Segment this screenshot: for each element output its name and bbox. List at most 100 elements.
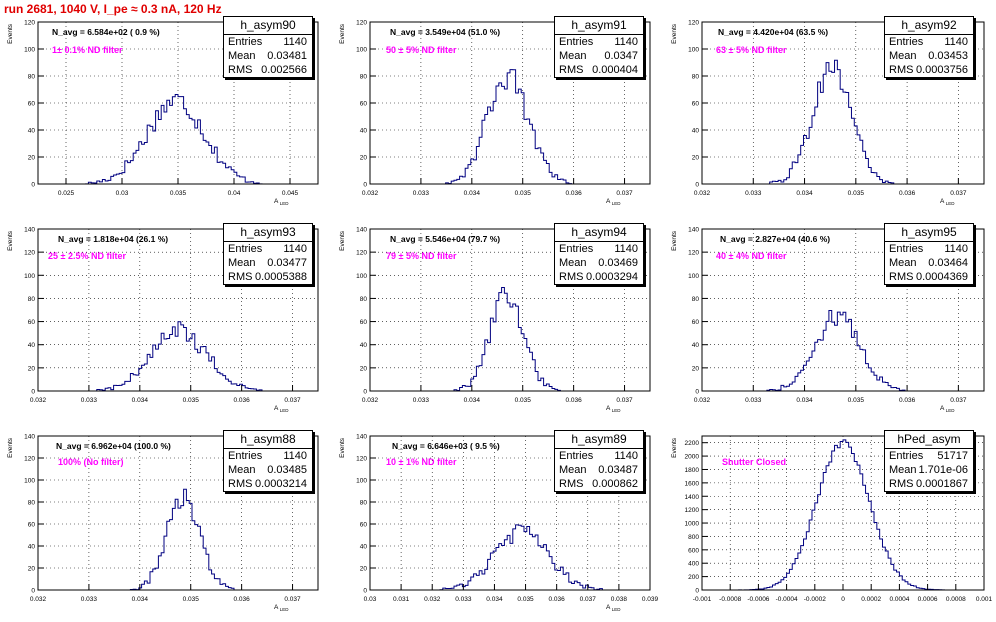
mean-label: Mean <box>559 464 587 476</box>
filter-label: 50 ± 5% ND filter <box>386 45 457 55</box>
hist-panel-h_asym94: 0.032 0.033 0.034 0.035 0.036 0.037 0 20 40 60 80 1… <box>332 223 662 423</box>
y-tick-label: 40 <box>360 544 368 551</box>
stats-box: h_asym92 Entries 1140 Mean 0.03453 RMS 0.00… <box>884 16 974 78</box>
mean-label: Mean <box>228 464 256 476</box>
navg-label: N_avg = 3.549e+04 (51.0 %) <box>390 27 501 37</box>
x-tick-label: 0.032 <box>694 397 711 404</box>
y-tick-label: 80 <box>360 500 368 507</box>
mean-label: Mean <box>889 257 917 269</box>
y-tick-label: 20 <box>28 566 36 573</box>
y-tick-label: 0 <box>363 588 367 595</box>
y-tick-label: 80 <box>28 296 36 303</box>
x-tick-label: 0.037 <box>284 596 301 603</box>
y-tick-label: 120 <box>356 20 367 27</box>
filter-label: 25 ± 2.5% ND filter <box>48 251 126 261</box>
stats-title: h_asym93 <box>224 224 312 242</box>
y-tick-label: 0 <box>31 182 35 189</box>
histogram-plot: 0.03 0.031 0.032 0.033 0.034 0.035 0.036 0.037 0… <box>339 434 659 613</box>
y-tick-label: 20 <box>360 155 368 162</box>
entries-value: 1140 <box>614 36 638 48</box>
y-tick-label: 100 <box>356 47 367 54</box>
x-tick-label: 0.031 <box>393 596 410 603</box>
y-axis-label: Events <box>7 230 14 251</box>
histogram-series <box>370 69 650 185</box>
stats-title: h_asym91 <box>555 17 643 35</box>
plot-frame <box>369 435 651 591</box>
histogram-series <box>38 94 318 185</box>
y-tick-label: 80 <box>28 74 36 81</box>
filter-label: 1± 0.1% ND filter <box>52 45 123 55</box>
x-tick-label: 0.034 <box>464 190 481 197</box>
rms-value: 0.0005388 <box>255 271 307 283</box>
x-axis-label-subscript: LED <box>612 408 622 413</box>
rms-label: RMS <box>228 478 253 490</box>
rms-value: 0.0003756 <box>916 64 968 76</box>
mean-label: Mean <box>559 50 587 62</box>
plot-frame <box>37 435 319 591</box>
y-tick-label: 60 <box>360 319 368 326</box>
x-tick-label: 0.034 <box>132 596 149 603</box>
entries-label: Entries <box>559 450 594 462</box>
rms-label: RMS <box>559 64 584 76</box>
x-tick-label: 0.032 <box>30 397 47 404</box>
filter-label: 40 ± 4% ND filter <box>716 251 787 261</box>
rms-value: 0.0004369 <box>916 271 968 283</box>
entries-label: Entries <box>889 450 924 462</box>
histogram-plot: 0.032 0.033 0.034 0.035 0.036 0.037 0 20 40 60 80 1… <box>7 434 319 612</box>
stats-title: hPed_asym <box>885 431 973 449</box>
x-tick-label: 0.032 <box>362 190 379 197</box>
entries-label: Entries <box>228 450 263 462</box>
x-axis-label: A LED <box>274 198 289 206</box>
mean-value: 0.03453 <box>928 50 968 62</box>
y-tick-label: 80 <box>692 296 700 303</box>
x-axis-label-subscript: LED <box>946 201 956 206</box>
x-tick-label: 0.036 <box>565 190 582 197</box>
y-tick-label: 120 <box>688 250 699 257</box>
y-tick-label: 120 <box>24 456 35 463</box>
y-tick-label: 20 <box>28 155 36 162</box>
y-tick-label: 0 <box>31 389 35 396</box>
y-tick-label: 140 <box>24 227 35 234</box>
y-axis-label: Events <box>671 437 678 458</box>
y-axis-label: Events <box>339 23 346 44</box>
x-tick-label: 0.034 <box>796 397 813 404</box>
mean-value: 0.03481 <box>267 50 307 62</box>
x-tick-label: 0.034 <box>796 190 813 197</box>
hist-panel-h_asym88: 0.032 0.033 0.034 0.035 0.036 0.037 0 20 40 60 80 1… <box>0 430 330 622</box>
stats-title: h_asym90 <box>224 17 312 35</box>
x-tick-label: 0.037 <box>580 596 597 603</box>
navg-label: N_avg = 2.827e+04 (40.6 %) <box>720 234 831 244</box>
y-tick-label: 0 <box>363 182 367 189</box>
filter-label: 63 ± 5% ND filter <box>716 45 787 55</box>
y-tick-label: 100 <box>688 47 699 54</box>
y-axis-label: Events <box>7 23 14 44</box>
entries-label: Entries <box>559 36 594 48</box>
rms-value: 0.000404 <box>592 64 638 76</box>
x-tick-label: -0.0006 <box>747 596 769 603</box>
rms-value: 0.0001867 <box>916 478 968 490</box>
navg-label: N_avg = 6.962e+04 (100.0 %) <box>56 441 171 451</box>
mean-label: Mean <box>889 50 917 62</box>
y-tick-label: 60 <box>28 101 36 108</box>
stats-box: h_asym90 Entries 1140 Mean 0.03481 RMS 0.00… <box>223 16 313 78</box>
y-tick-label: 0 <box>31 588 35 595</box>
x-tick-label: 0.032 <box>362 397 379 404</box>
y-tick-label: 40 <box>28 544 36 551</box>
y-tick-label: 20 <box>692 155 700 162</box>
x-tick-label: 0.025 <box>58 190 75 197</box>
navg-label: N_avg = 4.420e+04 (63.5 %) <box>718 27 829 37</box>
filter-label: 100% (No filter) <box>58 457 124 467</box>
x-tick-label: 0.036 <box>233 397 250 404</box>
y-tick-label: 60 <box>28 522 36 529</box>
mean-label: Mean <box>228 50 256 62</box>
x-tick-label: 0.036 <box>899 397 916 404</box>
x-tick-label: 0.033 <box>455 596 472 603</box>
x-tick-label: 0.001 <box>976 596 993 603</box>
x-tick-label: 0.034 <box>132 397 149 404</box>
y-tick-label: 60 <box>692 319 700 326</box>
y-tick-label: 60 <box>28 319 36 326</box>
filter-label: Shutter Closed <box>722 457 787 467</box>
y-axis-label: Events <box>339 230 346 251</box>
x-axis-label: A LED <box>606 604 621 612</box>
x-tick-label: 0.035 <box>183 596 200 603</box>
